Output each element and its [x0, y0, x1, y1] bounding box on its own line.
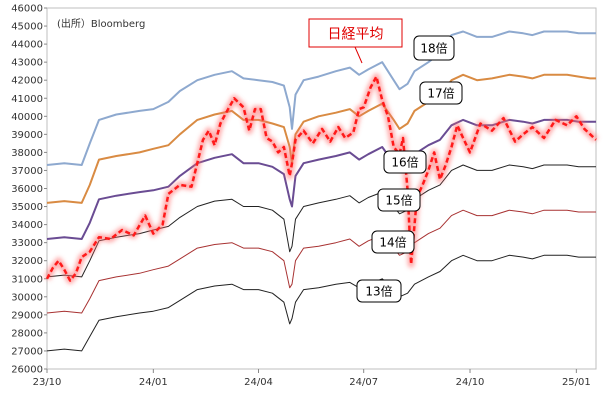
y-tick-label: 44000 [11, 40, 43, 51]
series-line-14 [46, 209, 596, 314]
y-tick-label: 46000 [11, 4, 43, 15]
multiple-callout-label: 15倍 [385, 193, 412, 208]
multiple-callout-label: 13倍 [365, 284, 392, 299]
x-tick-label: 25/01 [562, 377, 591, 388]
multiple-callout-label: 16倍 [391, 155, 418, 170]
x-tick-label: 24/07 [349, 377, 378, 388]
y-tick-label: 37000 [11, 166, 43, 177]
y-tick-label: 39000 [11, 130, 43, 141]
y-tick-label: 43000 [11, 58, 43, 69]
series-line-18 [46, 30, 596, 166]
series-layer [43, 30, 599, 352]
multiple-callout-box [356, 279, 402, 303]
multiple-callout: 16倍 [383, 150, 427, 174]
multiple-callout-label: 14倍 [379, 235, 406, 250]
y-tick-label: 40000 [11, 112, 43, 123]
y-tick-label: 38000 [11, 148, 43, 159]
y-tick-label: 35000 [11, 202, 43, 213]
series-line-17 [46, 73, 596, 204]
multiple-callout-box [419, 81, 463, 105]
multiple-callout: 17倍 [419, 81, 463, 105]
y-tick-label: 28000 [11, 328, 43, 339]
multiple-callout-label: 18倍 [420, 41, 447, 56]
series-line-13 [46, 254, 596, 352]
series-line-nikkei [45, 75, 597, 282]
plot-area [46, 7, 597, 370]
multiple-callout-box [413, 35, 455, 61]
y-tick-label: 26000 [11, 365, 43, 376]
multiple-callout: 18倍 [413, 35, 455, 61]
source-label: (出所）Bloomberg [57, 17, 145, 30]
y-tick-label: 30000 [11, 292, 43, 303]
multiple-callout: 14倍 [371, 230, 415, 254]
y-tick-label: 31000 [11, 274, 43, 285]
x-tick-label: 24/01 [139, 377, 168, 388]
series-line-16 [46, 118, 596, 240]
multiple-callout: 15倍 [377, 188, 421, 212]
nikkei-callout: 日経平均 [308, 18, 403, 64]
y-tick-label: 33000 [11, 238, 43, 249]
y-tick-label: 45000 [11, 22, 43, 33]
multiple-callout-label: 17倍 [427, 86, 454, 101]
multiple-callout: 13倍 [356, 279, 402, 303]
multiple-callout-box [383, 150, 427, 174]
nikkei-callout-box [308, 18, 403, 48]
nikkei-callout-label: 日経平均 [328, 27, 384, 43]
y-tick-label: 36000 [11, 184, 43, 195]
labels-layer: 18倍 17倍 16倍 15倍 14倍 13倍 日経平均 [308, 18, 463, 303]
nikkei-callout-pointer [354, 46, 363, 64]
y-tick-label: 34000 [11, 220, 43, 231]
y-tick-label: 27000 [11, 346, 43, 357]
multiple-callout-box [377, 188, 421, 212]
x-tick-label: 24/04 [244, 377, 273, 388]
y-tick-label: 29000 [11, 310, 43, 321]
x-tick-label: 23/10 [33, 377, 62, 388]
y-tick-label: 42000 [11, 76, 43, 87]
axes: 46000 45000 44000 43000 42000 41000 40000 39000… [11, 4, 597, 388]
y-tick-label: 41000 [11, 94, 43, 105]
multiple-callout-box [371, 230, 415, 254]
x-tick-label: 24/10 [456, 377, 485, 388]
y-tick-label: 32000 [11, 256, 43, 267]
